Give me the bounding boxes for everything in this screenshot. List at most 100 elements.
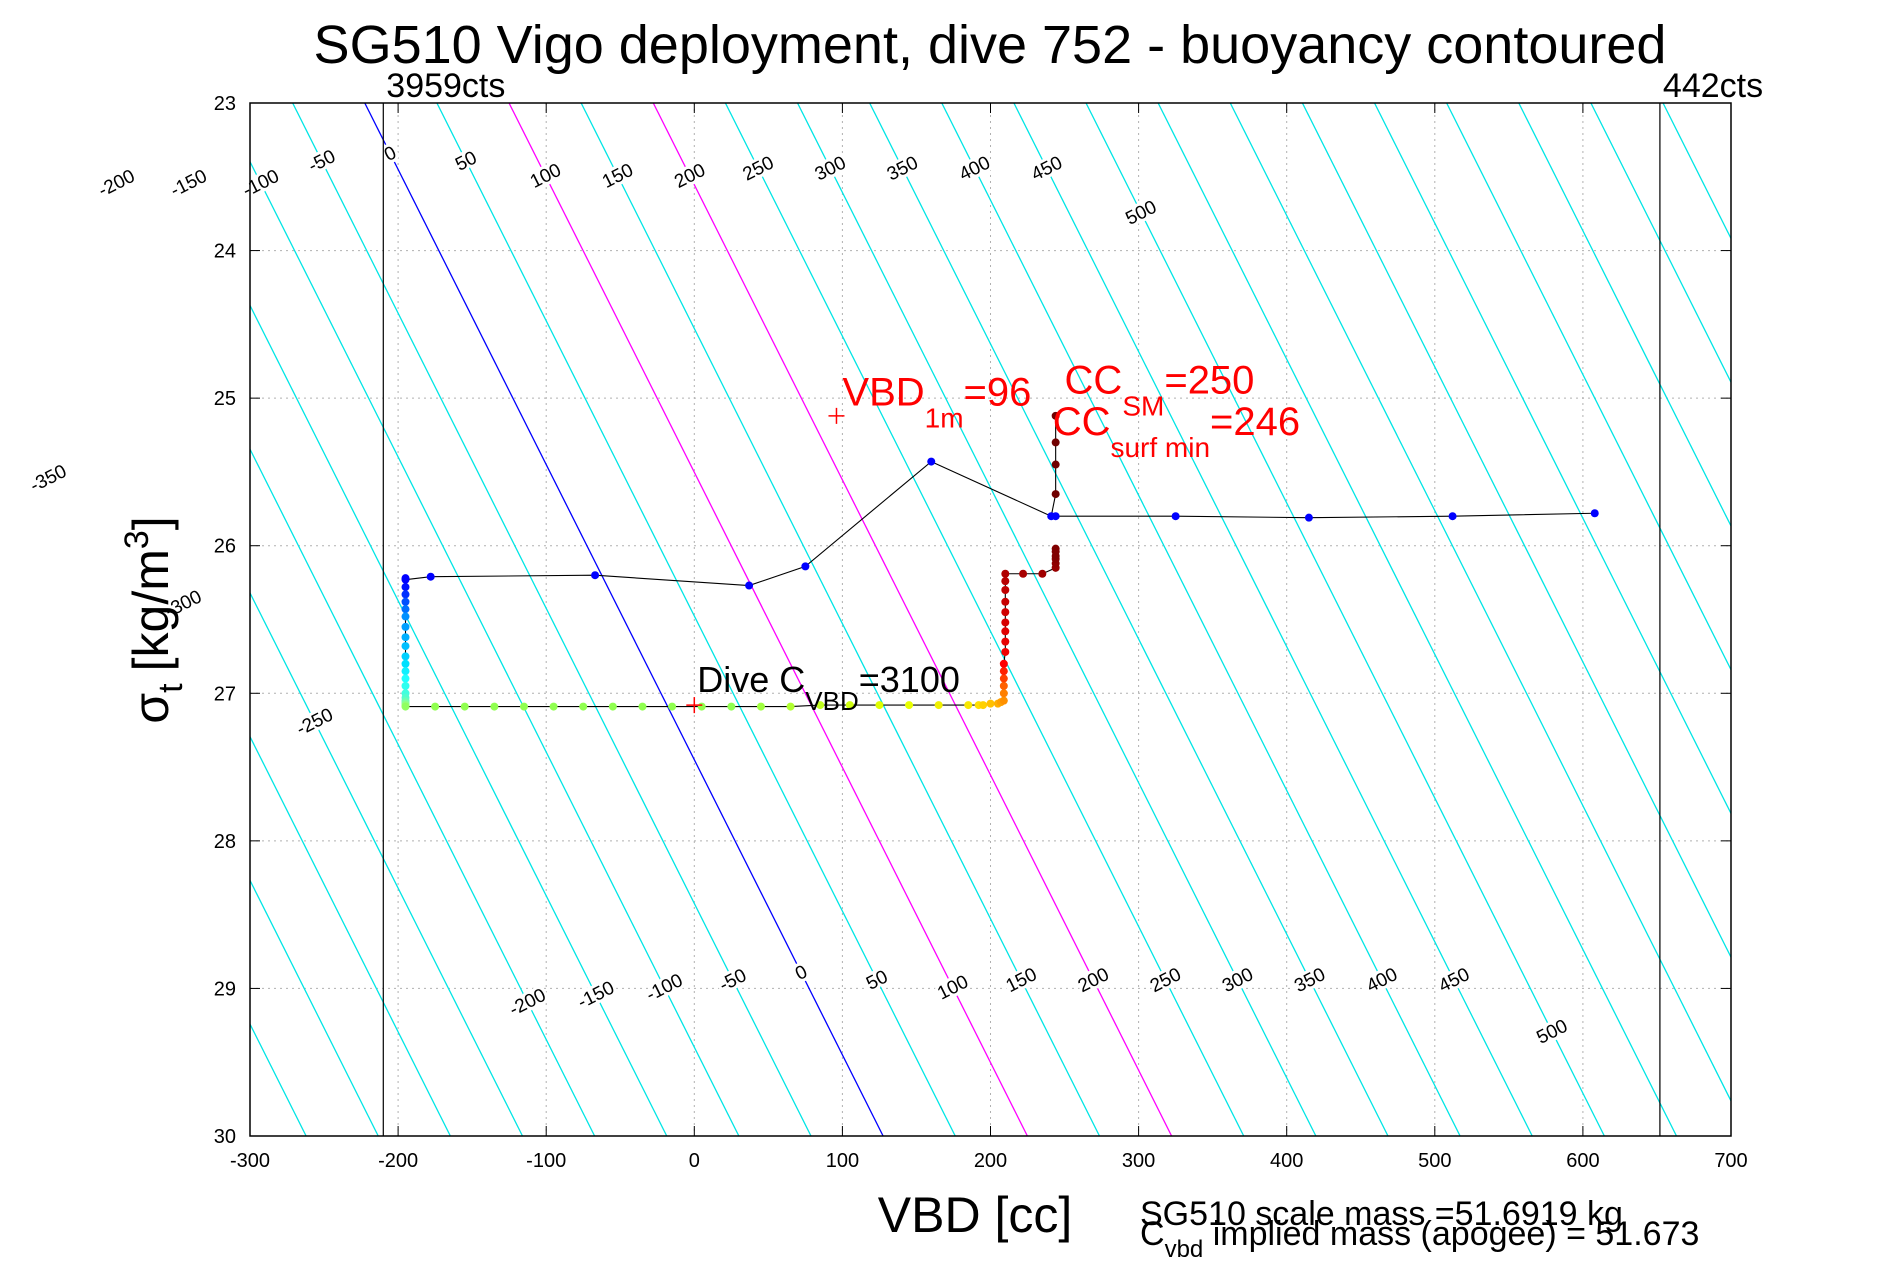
footer-implied-rest: implied mass (apogee) = 51.673 [1203, 1215, 1699, 1253]
contour-line [1373, 103, 1731, 815]
data-point-surface [1448, 512, 1457, 521]
x-tick-label: -200 [378, 1150, 418, 1172]
data-point-dive [490, 702, 499, 711]
data-point-apogee [1051, 460, 1060, 469]
data-point-dive [668, 702, 677, 711]
data-point-dive [999, 674, 1008, 683]
data-point-dive [460, 702, 469, 711]
vbd-1m-value: =96 [964, 371, 1032, 415]
data-point-surface [1304, 513, 1313, 522]
x-tick-label: 100 [826, 1150, 859, 1172]
x-tick-label: 500 [1418, 1150, 1451, 1172]
data-point-dive [401, 667, 410, 676]
contour-label: -200 [95, 166, 138, 202]
dive-cvbd-annotation: Dive CVBD=3100 [697, 659, 960, 716]
y-axis-label: σt [kg/m3] [118, 516, 190, 723]
data-point-dive [401, 674, 410, 683]
data-point-dive [401, 633, 410, 642]
y-axis-label-main: σ [123, 693, 179, 724]
data-point-surface [1171, 512, 1180, 521]
data-point-dive [697, 702, 706, 711]
y-axis-ticks: 23 24 25 26 27 28 29 30 [214, 93, 1731, 1148]
vbd-limit-label: 3959cts [386, 67, 505, 105]
data-point-dive [986, 699, 995, 708]
contour-line [0, 103, 234, 1136]
data-point-dive [549, 702, 558, 711]
data-point-dive [999, 659, 1008, 668]
data-point-apogee [1051, 490, 1060, 499]
data-point-dive [1001, 637, 1010, 646]
contour-line [436, 103, 956, 1136]
data-point-dive [1001, 627, 1010, 636]
vbd-limit-lines: 3959cts 442cts [382, 67, 1763, 1136]
data-point-dive [1001, 577, 1010, 586]
contour-label: -350 [27, 461, 70, 497]
data-point-dive [608, 702, 617, 711]
contour-line [364, 103, 884, 1136]
reference-marker [828, 407, 845, 424]
y-axis-label-unit: [kg/m [123, 549, 179, 671]
data-point-dive [401, 681, 410, 690]
vbd-1m-sub: 1m [925, 403, 964, 434]
data-point-dive [401, 659, 410, 668]
data-point-dive [845, 701, 854, 710]
contour-line [508, 103, 1028, 1136]
contour-label: -150 [167, 166, 210, 202]
vbd-limit-label: 442cts [1663, 67, 1763, 105]
contour-line [796, 103, 1317, 1136]
contour-line [0, 103, 90, 1136]
vbd-1m-main: VBD [842, 371, 924, 415]
cc-sm-main: CC [1065, 359, 1123, 403]
x-axis-ticks: -300 -200 -100 0 100 200 300 400 500 600 700 [230, 103, 1748, 1172]
y-tick-label: 25 [214, 388, 236, 410]
data-point-apogee [1051, 438, 1060, 447]
data-point-apogee [591, 571, 600, 580]
cc-surf-min-value: =246 [1210, 400, 1300, 444]
series-points [401, 411, 1599, 711]
data-point-dive [401, 590, 410, 599]
data-point-dive [401, 652, 410, 661]
contour-line [580, 103, 1101, 1136]
y-tick-label: 28 [214, 831, 236, 853]
cc-surf-min-main: CC [1053, 400, 1111, 444]
data-point-dive [999, 696, 1008, 705]
data-point-dive [1001, 647, 1010, 656]
y-tick-label: 30 [214, 1126, 236, 1148]
y-axis-label-close: ] [123, 516, 179, 530]
data-point-dive [999, 689, 1008, 698]
data-point-dive [1001, 608, 1010, 617]
y-axis-label-sub: t [152, 683, 190, 693]
contour-line [1013, 103, 1533, 1136]
data-point-apogee [927, 457, 936, 466]
data-point-dive [786, 702, 795, 711]
footer-scale-mass: SG510 scale mass =51.6919 kg [1140, 1195, 1623, 1233]
contour-line [250, 735, 451, 1136]
contour-line [250, 878, 379, 1136]
footer-implied-main: C [1140, 1215, 1165, 1253]
data-point-apogee [426, 572, 435, 581]
chart-title: SG510 Vigo deployment, dive 752 - buoyan… [314, 15, 1667, 75]
cc-surf-min-sub: surf min [1110, 432, 1210, 463]
contour-line [1879, 103, 1891, 1136]
data-point-dive [875, 701, 884, 710]
dive-cvbd-main: Dive C [697, 659, 805, 700]
data-point-dive [401, 597, 410, 606]
data-point-dive [638, 702, 647, 711]
footer-implied-mass: Cvbd implied mass (apogee) = 51.673 [1140, 1215, 1699, 1262]
contour-line [250, 160, 740, 1136]
data-point-surface [1590, 509, 1599, 518]
contour-line [1157, 103, 1678, 1136]
data-point-dive [579, 702, 588, 711]
cc-sm-sub: SM [1122, 391, 1164, 422]
y-tick-label: 29 [214, 978, 236, 1000]
contour-line [724, 103, 1245, 1136]
y-tick-label: 24 [214, 241, 236, 263]
data-point-surface [1051, 512, 1060, 521]
contour-line [0, 103, 18, 1136]
contour-line [1590, 103, 1731, 384]
y-tick-label: 23 [214, 93, 236, 115]
x-tick-label: -100 [526, 1150, 566, 1172]
reference-marker [686, 697, 703, 714]
contour-line [1301, 103, 1731, 959]
contour-line [941, 103, 1461, 1136]
